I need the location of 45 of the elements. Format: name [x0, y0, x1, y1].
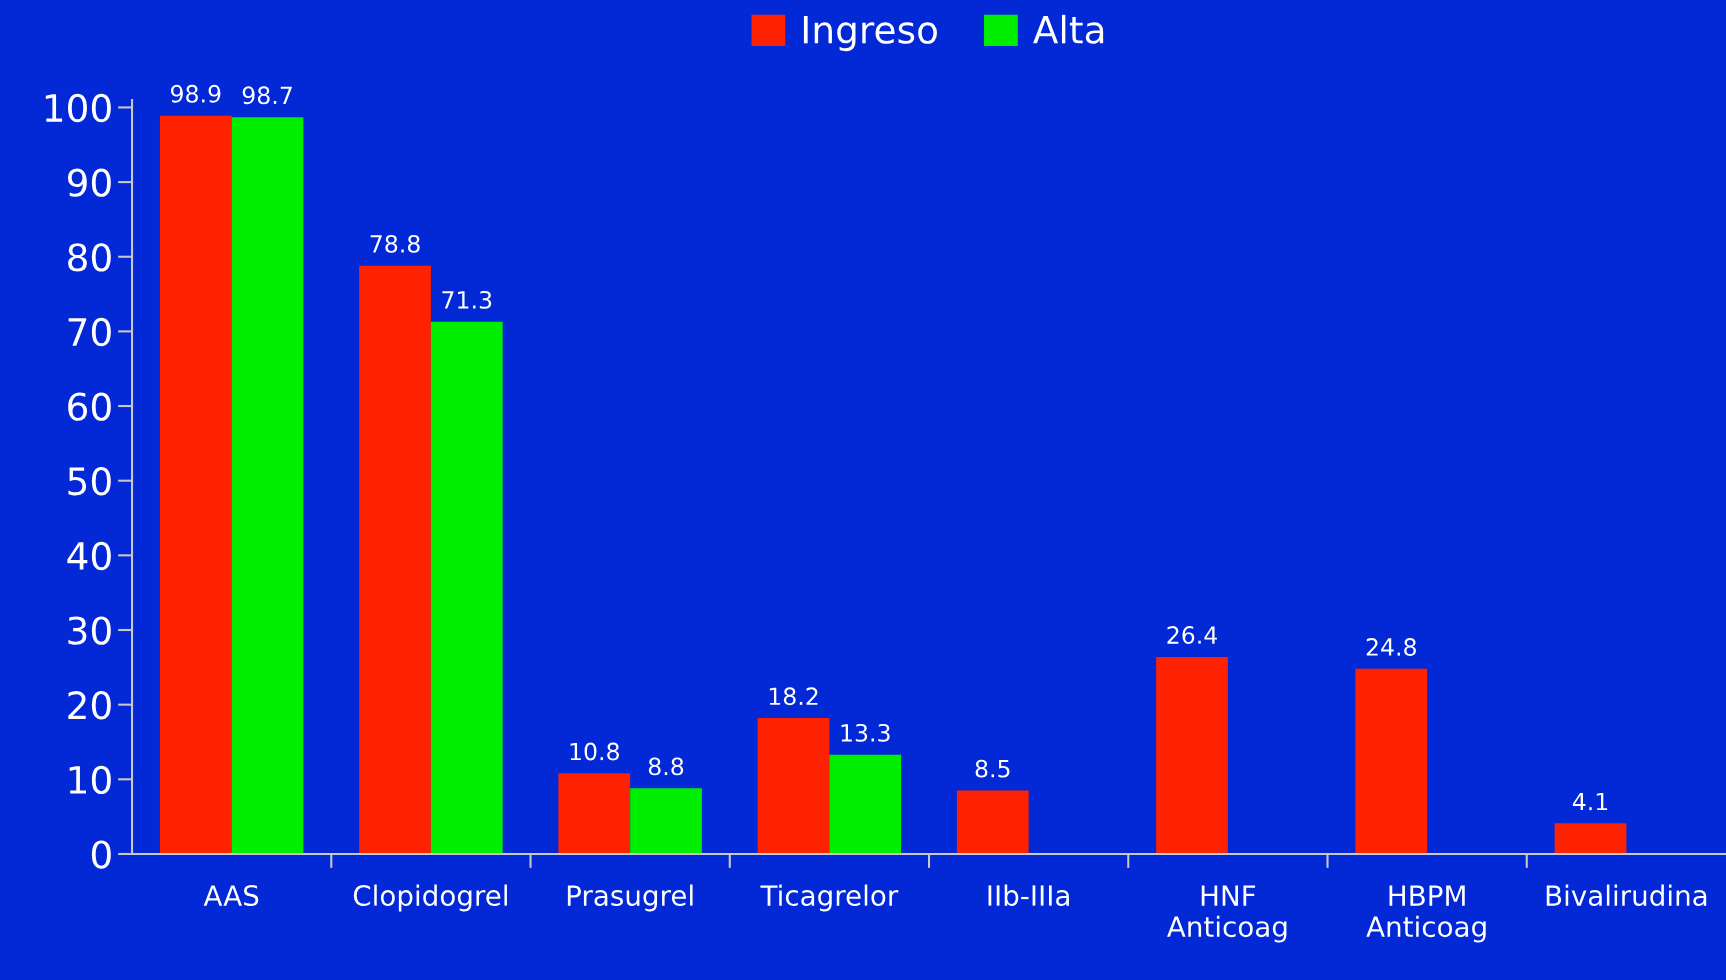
data-label: 98.9	[171, 84, 221, 103]
y-tick-label: 40	[67, 541, 111, 571]
x-tick-label: HNF Anticoag	[1167, 885, 1287, 943]
data-label: 4.1	[1572, 792, 1608, 811]
bar	[430, 321, 503, 854]
x-tick-label: IIb-IIIa	[988, 884, 1069, 907]
data-label: 13.3	[841, 723, 890, 742]
y-tick-label: 70	[68, 317, 111, 347]
data-label: 71.3	[442, 290, 492, 309]
bar	[1156, 656, 1228, 854]
legend-label: Alta	[1033, 14, 1104, 44]
data-label: 10.8	[570, 742, 619, 761]
y-tick-label: 30	[68, 616, 111, 645]
x-tick-label: Prasugrel	[567, 884, 693, 912]
y-tick-label: 50	[68, 467, 111, 496]
y-tick-label: 90	[67, 168, 111, 197]
bar	[231, 117, 304, 854]
legend-label: Ingreso	[803, 15, 937, 52]
y-tick-label: 100	[45, 93, 111, 123]
y-tick-label: 0	[91, 840, 111, 869]
y-tick-label: 80	[68, 243, 111, 272]
bar	[159, 115, 232, 854]
data-label: 24.8	[1366, 638, 1416, 656]
bar	[1554, 823, 1627, 854]
bar	[1355, 668, 1428, 854]
x-tick-label: AAS	[203, 885, 259, 907]
data-label: 18.2	[769, 687, 818, 706]
y-tick-label: 10	[69, 765, 111, 795]
x-tick-label: Bivalirudina	[1546, 884, 1707, 907]
data-label: 98.7	[242, 86, 292, 105]
bar	[956, 790, 1029, 854]
data-label: 8.5	[975, 759, 1010, 778]
data-label: 78.8	[370, 234, 420, 253]
x-tick-label: Ticagrelor	[760, 884, 899, 912]
data-label: 26.4	[1167, 626, 1217, 644]
data-label: 8.8	[648, 757, 684, 776]
bar	[829, 754, 902, 854]
y-tick-label: 20	[68, 691, 111, 720]
bar	[359, 265, 431, 854]
y-tick-label: 60	[68, 392, 111, 421]
x-tick-label: Clopidogrel	[353, 884, 507, 912]
bar	[757, 718, 830, 854]
bar	[558, 773, 631, 854]
bar	[630, 788, 702, 854]
x-tick-label: HBPM Anticoag	[1366, 885, 1486, 943]
